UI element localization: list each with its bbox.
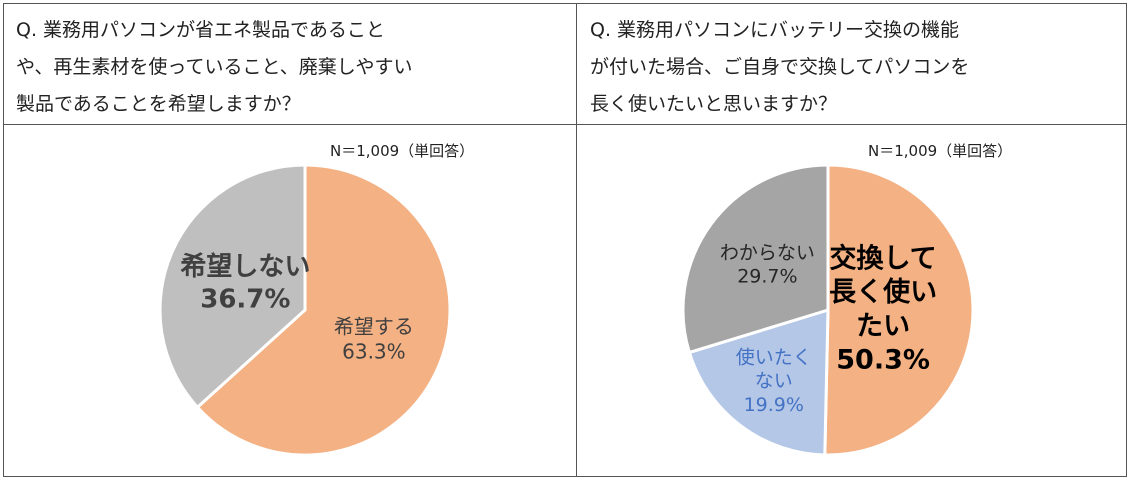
table-frame (3, 3, 1127, 477)
right-sample-size-label: N＝1,009（単回答） (868, 142, 1013, 160)
slice-exchange (823, 163, 975, 457)
row-divider (3, 124, 1127, 125)
slice-exchange-category-label: たい (856, 311, 910, 342)
right-question-line: が付いた場合、ご自身で交換してパソコンを (590, 56, 970, 78)
slice-no-wish (158, 163, 307, 410)
slice-not-use-category-label: 使いたく (736, 346, 812, 368)
right-question-line: Q. 業務用パソコンにバッテリー交換の機能 (590, 19, 960, 41)
slice-unknown (681, 163, 830, 355)
left-question-line: 製品であることを希望しますか？ (16, 93, 301, 115)
slice-no-wish-category-label: 希望しない (180, 251, 310, 282)
right-question: Q. 業務用パソコンにバッテリー交換の機能 が付いた場合、ご自身で交換してパソコ… (590, 12, 969, 123)
slice-not-use-value-label: 19.9% (744, 394, 804, 416)
slice-unknown-value-label: 29.7% (737, 266, 797, 288)
slice-exchange-value-label: 50.3% (836, 345, 930, 376)
slice-wish-category-label: 希望する (334, 315, 414, 339)
slice-unknown-category-label: わからない (720, 242, 815, 264)
slice-exchange-category-label: 交換して (829, 242, 936, 274)
right-question-line: 長く使いたいと思いますか？ (590, 93, 838, 115)
column-divider (576, 3, 577, 477)
slice-no-wish-value-label: 36.7% (200, 284, 290, 314)
slice-not-use-category-label: ない (755, 370, 793, 392)
slice-wish-value-label: 63.3% (342, 340, 406, 364)
slice-wish (195, 163, 452, 457)
left-question-line: Q. 業務用パソコンが省エネ製品であること (16, 19, 385, 41)
slice-not-use (687, 307, 830, 457)
slice-exchange-category-label: 長く使い (829, 277, 937, 308)
left-question: Q. 業務用パソコンが省エネ製品であること や、再生素材を使っていること、廃棄し… (16, 12, 413, 123)
left-sample-size-label: N＝1,009（単回答） (330, 142, 475, 160)
left-question-line: や、再生素材を使っていること、廃棄しやすい (16, 56, 413, 78)
